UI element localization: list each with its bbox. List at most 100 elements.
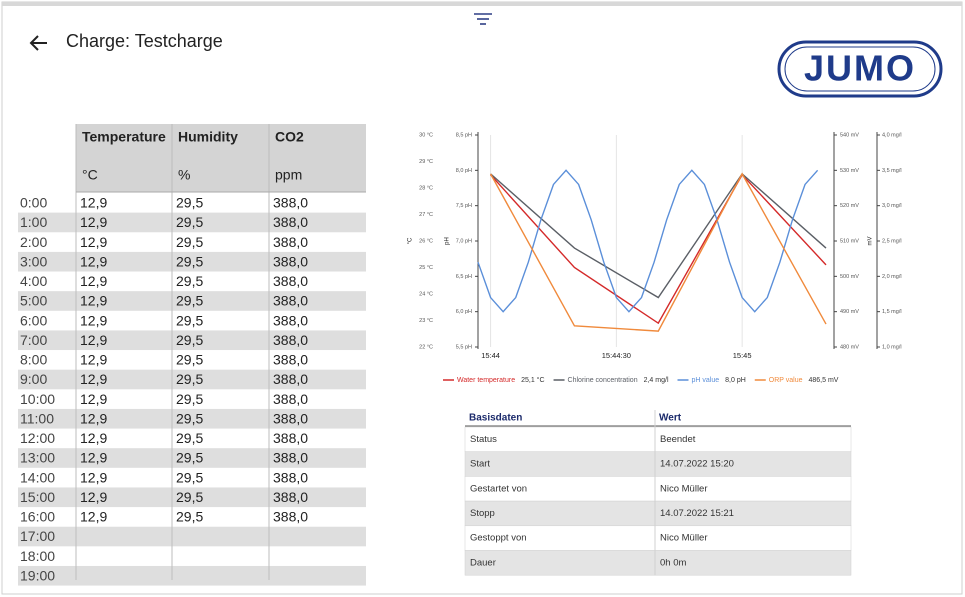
x-tick-label: 15:44:30 bbox=[602, 351, 631, 360]
table-cell: 12,9 bbox=[80, 293, 107, 309]
table-cell: 388,0 bbox=[273, 293, 308, 309]
y-tick-label: 24 °C bbox=[419, 291, 433, 297]
info-cell: Nico Müller bbox=[660, 533, 708, 544]
row-time: 8:00 bbox=[20, 352, 47, 368]
table-cell: 29,5 bbox=[176, 410, 203, 426]
row-stripe bbox=[18, 369, 366, 390]
logo-text: JUMO bbox=[804, 48, 916, 89]
y-tick-label: 4,0 mg/l bbox=[882, 132, 902, 138]
table-header-bg bbox=[76, 124, 366, 192]
row-time: 1:00 bbox=[20, 214, 47, 230]
table-cell: 388,0 bbox=[273, 469, 308, 485]
y-tick-label: 8,0 pH bbox=[456, 168, 472, 174]
y-tick-label: 23 °C bbox=[419, 318, 433, 324]
info-row bbox=[464, 451, 852, 477]
row-time: 12:00 bbox=[20, 430, 55, 446]
row-time: 5:00 bbox=[20, 293, 47, 309]
column-unit: ppm bbox=[275, 167, 302, 183]
table-cell: 12,9 bbox=[80, 352, 107, 368]
table-cell: 12,9 bbox=[80, 509, 107, 525]
column-header: Temperature bbox=[82, 129, 166, 145]
info-cell: Dauer bbox=[470, 557, 496, 568]
table-cell: 388,0 bbox=[273, 352, 308, 368]
table-cell: 29,5 bbox=[176, 253, 203, 269]
table-cell: 388,0 bbox=[273, 312, 308, 328]
row-stripe bbox=[18, 330, 366, 351]
axis-title: mV bbox=[868, 237, 874, 246]
row-time: 19:00 bbox=[20, 567, 55, 583]
y-tick-label: 5,5 pH bbox=[456, 344, 472, 350]
table-cell: 388,0 bbox=[273, 410, 308, 426]
info-cell: 14.07.2022 15:21 bbox=[660, 508, 734, 519]
series-line bbox=[490, 173, 827, 325]
y-tick-label: 500 mV bbox=[840, 274, 859, 280]
info-row bbox=[464, 500, 852, 527]
table-cell: 388,0 bbox=[273, 273, 308, 289]
info-row bbox=[464, 426, 852, 452]
table-cell: 12,9 bbox=[80, 234, 107, 250]
table-cell: 29,5 bbox=[176, 273, 203, 289]
row-time: 15:00 bbox=[20, 489, 55, 505]
table-cell: 12,9 bbox=[80, 195, 107, 211]
table-cell: 388,0 bbox=[273, 371, 308, 387]
y-tick-label: 540 mV bbox=[840, 132, 859, 138]
table-cell: 29,5 bbox=[176, 332, 203, 348]
row-stripe bbox=[18, 408, 366, 429]
table-cell: 29,5 bbox=[176, 293, 203, 309]
table-cell: 388,0 bbox=[273, 450, 308, 466]
table-cell: 29,5 bbox=[176, 312, 203, 328]
table-cell: 388,0 bbox=[273, 489, 308, 505]
y-tick-label: 510 mV bbox=[840, 238, 859, 244]
table-cell: 12,9 bbox=[80, 214, 107, 230]
column-unit: % bbox=[178, 167, 190, 183]
back-arrow[interactable] bbox=[29, 35, 47, 51]
table-cell: 12,9 bbox=[80, 410, 107, 426]
info-header: Wert bbox=[659, 413, 682, 424]
table-cell: 388,0 bbox=[273, 430, 308, 446]
info-row bbox=[464, 550, 852, 576]
row-time: 3:00 bbox=[20, 253, 47, 269]
y-tick-label: 7,5 pH bbox=[456, 203, 472, 209]
y-tick-label: 530 mV bbox=[840, 168, 859, 174]
info-row bbox=[464, 476, 852, 502]
table-cell: 12,9 bbox=[80, 332, 107, 348]
y-tick-label: 8,5 pH bbox=[456, 132, 472, 138]
column-header: CO2 bbox=[275, 129, 304, 145]
table-cell: 388,0 bbox=[273, 214, 308, 230]
table-cell: 12,9 bbox=[80, 450, 107, 466]
legend-value: 2,4 mg/l bbox=[644, 377, 669, 384]
info-cell: 0h 0m bbox=[660, 557, 686, 568]
x-tick-label: 15:44 bbox=[481, 351, 500, 360]
axis-title: pH bbox=[445, 237, 451, 245]
y-tick-label: 2,0 mg/l bbox=[882, 274, 902, 280]
row-stripe bbox=[18, 487, 366, 508]
y-tick-label: 3,0 mg/l bbox=[882, 203, 902, 209]
legend-value: 486,5 mV bbox=[809, 377, 839, 384]
y-tick-label: 1,5 mg/l bbox=[882, 309, 902, 315]
y-tick-label: 22 °C bbox=[419, 344, 433, 350]
y-tick-label: 25 °C bbox=[419, 265, 433, 271]
row-stripe bbox=[18, 251, 366, 272]
logo: JUMO bbox=[777, 40, 943, 98]
y-tick-label: 490 mV bbox=[840, 309, 859, 315]
table-cell: 29,5 bbox=[176, 469, 203, 485]
table-cell: 388,0 bbox=[273, 195, 308, 211]
y-tick-label: 27 °C bbox=[419, 212, 433, 218]
info-cell: Start bbox=[470, 459, 490, 470]
y-tick-label: 2,5 mg/l bbox=[882, 238, 902, 244]
row-time: 10:00 bbox=[20, 391, 55, 407]
row-time: 9:00 bbox=[20, 371, 47, 387]
info-cell: Gestartet von bbox=[470, 483, 527, 494]
table-cell: 12,9 bbox=[80, 430, 107, 446]
table-cell: 12,9 bbox=[80, 391, 107, 407]
table-cell: 12,9 bbox=[80, 371, 107, 387]
table-cell: 29,5 bbox=[176, 352, 203, 368]
row-time: 11:00 bbox=[20, 410, 54, 426]
filter-icon[interactable] bbox=[474, 13, 492, 25]
info-cell: Beendet bbox=[660, 434, 696, 445]
y-tick-label: 26 °C bbox=[419, 238, 433, 244]
series-line bbox=[490, 172, 827, 299]
table-cell: 12,9 bbox=[80, 469, 107, 485]
series-line bbox=[489, 172, 827, 332]
